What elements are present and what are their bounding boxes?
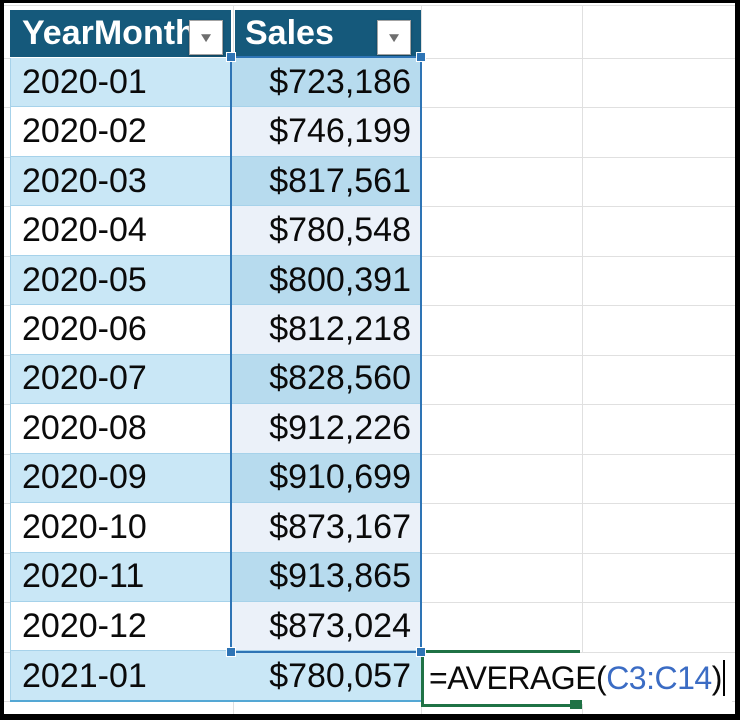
table-left-border	[10, 58, 11, 701]
table-row: 2020-12 $873,024	[10, 601, 421, 652]
table-row: 2020-05 $800,391	[10, 255, 421, 306]
yearmonth-cell[interactable]: 2020-03	[10, 156, 232, 206]
table-row: 2020-09 $910,699	[10, 453, 421, 504]
yearmonth-cell[interactable]: 2020-04	[10, 206, 232, 255]
range-selection-border-right	[420, 56, 422, 653]
selection-handle-bottom-right[interactable]	[416, 647, 426, 657]
gridline	[4, 5, 735, 6]
yearmonth-cell[interactable]: 2020-08	[10, 404, 232, 453]
range-selection-border-bottom	[230, 651, 423, 653]
fill-handle[interactable]	[570, 700, 582, 709]
sales-cell[interactable]: $723,186	[232, 58, 421, 107]
yearmonth-cell[interactable]: 2020-11	[10, 552, 232, 601]
sales-cell[interactable]: $780,057	[232, 651, 421, 701]
yearmonth-cell[interactable]: 2020-10	[10, 503, 232, 552]
header-cell-yearmonth[interactable]: YearMonth	[10, 10, 231, 57]
editing-cell-border-bottom	[421, 704, 573, 707]
table-row: 2020-08 $912,226	[10, 404, 421, 454]
filter-button-sales[interactable]: ▼	[377, 20, 411, 55]
table-row: 2020-10 $873,167	[10, 503, 421, 553]
yearmonth-cell[interactable]: 2020-07	[10, 354, 232, 404]
table-row: 2021-01 $780,057	[10, 651, 421, 701]
table-row: 2020-06 $812,218	[10, 305, 421, 355]
sales-cell[interactable]: $912,226	[232, 404, 421, 453]
yearmonth-cell[interactable]: 2021-01	[10, 651, 232, 701]
table-body: 2020-01 $723,186 2020-02 $746,199 2020-03 $81…	[10, 58, 421, 701]
formula-range-ref: C3:C14	[606, 660, 712, 696]
gridline	[582, 5, 583, 714]
yearmonth-cell[interactable]: 2020-12	[10, 601, 232, 651]
yearmonth-cell[interactable]: 2020-06	[10, 305, 232, 354]
table-bottom-border	[10, 700, 421, 702]
sales-cell[interactable]: $913,865	[232, 552, 421, 601]
sales-cell[interactable]: $746,199	[232, 107, 421, 156]
sales-cell[interactable]: $828,560	[232, 354, 421, 404]
table-row: 2020-02 $746,199	[10, 107, 421, 157]
formula-close-paren: )	[711, 660, 723, 696]
sales-cell[interactable]: $910,699	[232, 453, 421, 503]
yearmonth-cell[interactable]: 2020-02	[10, 107, 232, 156]
sales-cell[interactable]: $873,024	[232, 601, 421, 651]
table-row: 2020-07 $828,560	[10, 354, 421, 405]
filter-dropdown-icon: ▼	[385, 29, 403, 46]
sales-cell[interactable]: $800,391	[232, 255, 421, 305]
range-selection-border-top	[230, 56, 423, 58]
sales-cell[interactable]: $812,218	[232, 305, 421, 354]
formula-input[interactable]: =AVERAGE(C3:C14)	[429, 653, 725, 704]
editing-cell-border-left	[421, 650, 424, 707]
text-cursor	[722, 660, 725, 696]
table-row: 2020-11 $913,865	[10, 552, 421, 602]
selection-handle-bottom-left[interactable]	[226, 647, 236, 657]
table-row: 2020-04 $780,548	[10, 206, 421, 256]
sales-cell[interactable]: $873,167	[232, 503, 421, 552]
filter-button-yearmonth[interactable]: ▼	[189, 20, 223, 55]
filter-dropdown-icon: ▼	[197, 29, 215, 46]
formula-function-text: =AVERAGE(	[429, 660, 607, 696]
range-selection-border-left	[230, 56, 232, 653]
editing-cell-background[interactable]	[423, 653, 732, 704]
sales-cell[interactable]: $817,561	[232, 156, 421, 206]
yearmonth-cell[interactable]: 2020-09	[10, 453, 232, 503]
editing-cell-border-top	[421, 650, 580, 653]
yearmonth-cell[interactable]: 2020-05	[10, 255, 232, 305]
yearmonth-cell[interactable]: 2020-01	[10, 58, 232, 107]
sales-cell[interactable]: $780,548	[232, 206, 421, 255]
selection-handle-top-right[interactable]	[416, 52, 426, 62]
table-row: 2020-01 $723,186	[10, 58, 421, 108]
table-row: 2020-03 $817,561	[10, 156, 421, 207]
selection-handle-top-left[interactable]	[226, 52, 236, 62]
